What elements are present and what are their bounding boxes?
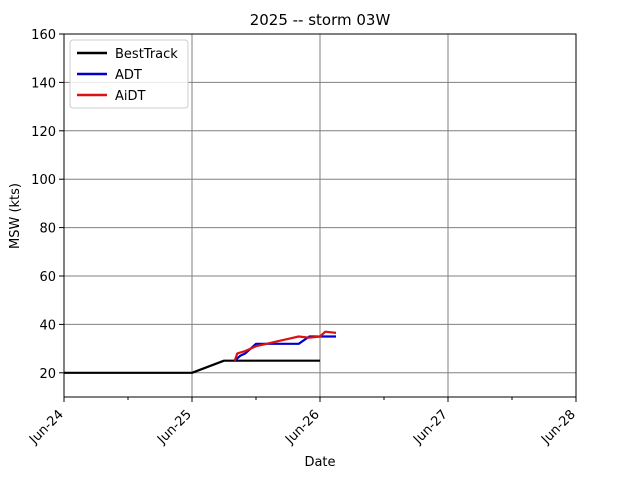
y-tick-label: 40 — [39, 318, 56, 333]
legend-label-aidt: AiDT — [115, 89, 146, 104]
y-tick-label: 140 — [31, 76, 56, 91]
series-line-besttrack — [64, 359, 320, 374]
series-line-aidt — [233, 330, 337, 362]
y-tick-label: 60 — [39, 270, 56, 285]
legend-box — [69, 39, 189, 109]
legend-label-besttrack: BestTrack — [115, 47, 178, 62]
legend: BestTrack ADT AiDT — [69, 39, 189, 109]
x-axis-label: Date — [304, 455, 335, 470]
y-tick-label: 120 — [31, 125, 56, 140]
y-axis-label: MSW (kts) — [8, 183, 23, 249]
grid — [63, 33, 577, 397]
chart-title: 2025 -- storm 03W — [250, 11, 391, 29]
legend-label-adt: ADT — [115, 68, 142, 83]
y-tick-label: 80 — [39, 222, 56, 237]
y-tick-label: 160 — [31, 28, 56, 43]
y-tick-label: 20 — [39, 367, 56, 382]
y-tick-label: 100 — [31, 173, 56, 188]
series-lines — [64, 330, 337, 374]
